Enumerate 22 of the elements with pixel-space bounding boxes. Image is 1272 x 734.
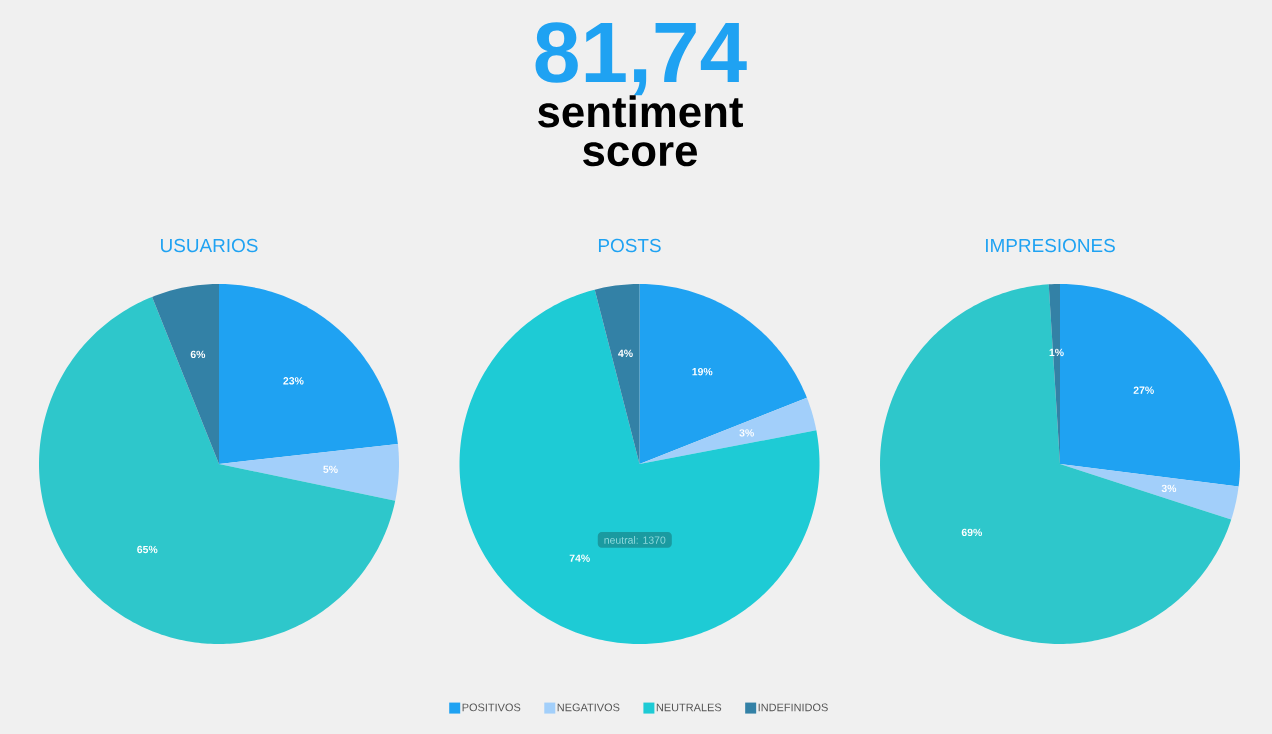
data-label: 19% — [692, 368, 713, 376]
legend-label: NEUTRALES — [656, 703, 722, 712]
legend-label: NEGATIVOS — [557, 703, 620, 712]
data-label: 74% — [569, 554, 590, 562]
data-label: 65% — [137, 545, 158, 554]
legend-label: POSITIVOS — [462, 703, 521, 712]
text: sentiment score — [538, 95, 743, 167]
data-label: 5% — [323, 465, 338, 473]
chart-title: IMPRESIONES — [986, 238, 1115, 253]
data-label: 4% — [618, 349, 633, 357]
chart-title: USUARIOS — [161, 238, 258, 253]
data-label: 3% — [1161, 484, 1177, 493]
text: 81,74 — [535, 22, 747, 96]
legend-label: INDEFINIDOS — [758, 703, 828, 712]
data-label: 6% — [190, 350, 206, 359]
data-label: 23% — [283, 377, 304, 385]
data-label: 69% — [961, 528, 983, 537]
chart-title: POSTS — [598, 238, 661, 253]
text: neutral: 1370 — [604, 536, 666, 544]
data-label: 3% — [739, 429, 754, 437]
data-label: 27% — [1133, 386, 1154, 394]
data-label: 1% — [1049, 348, 1064, 357]
